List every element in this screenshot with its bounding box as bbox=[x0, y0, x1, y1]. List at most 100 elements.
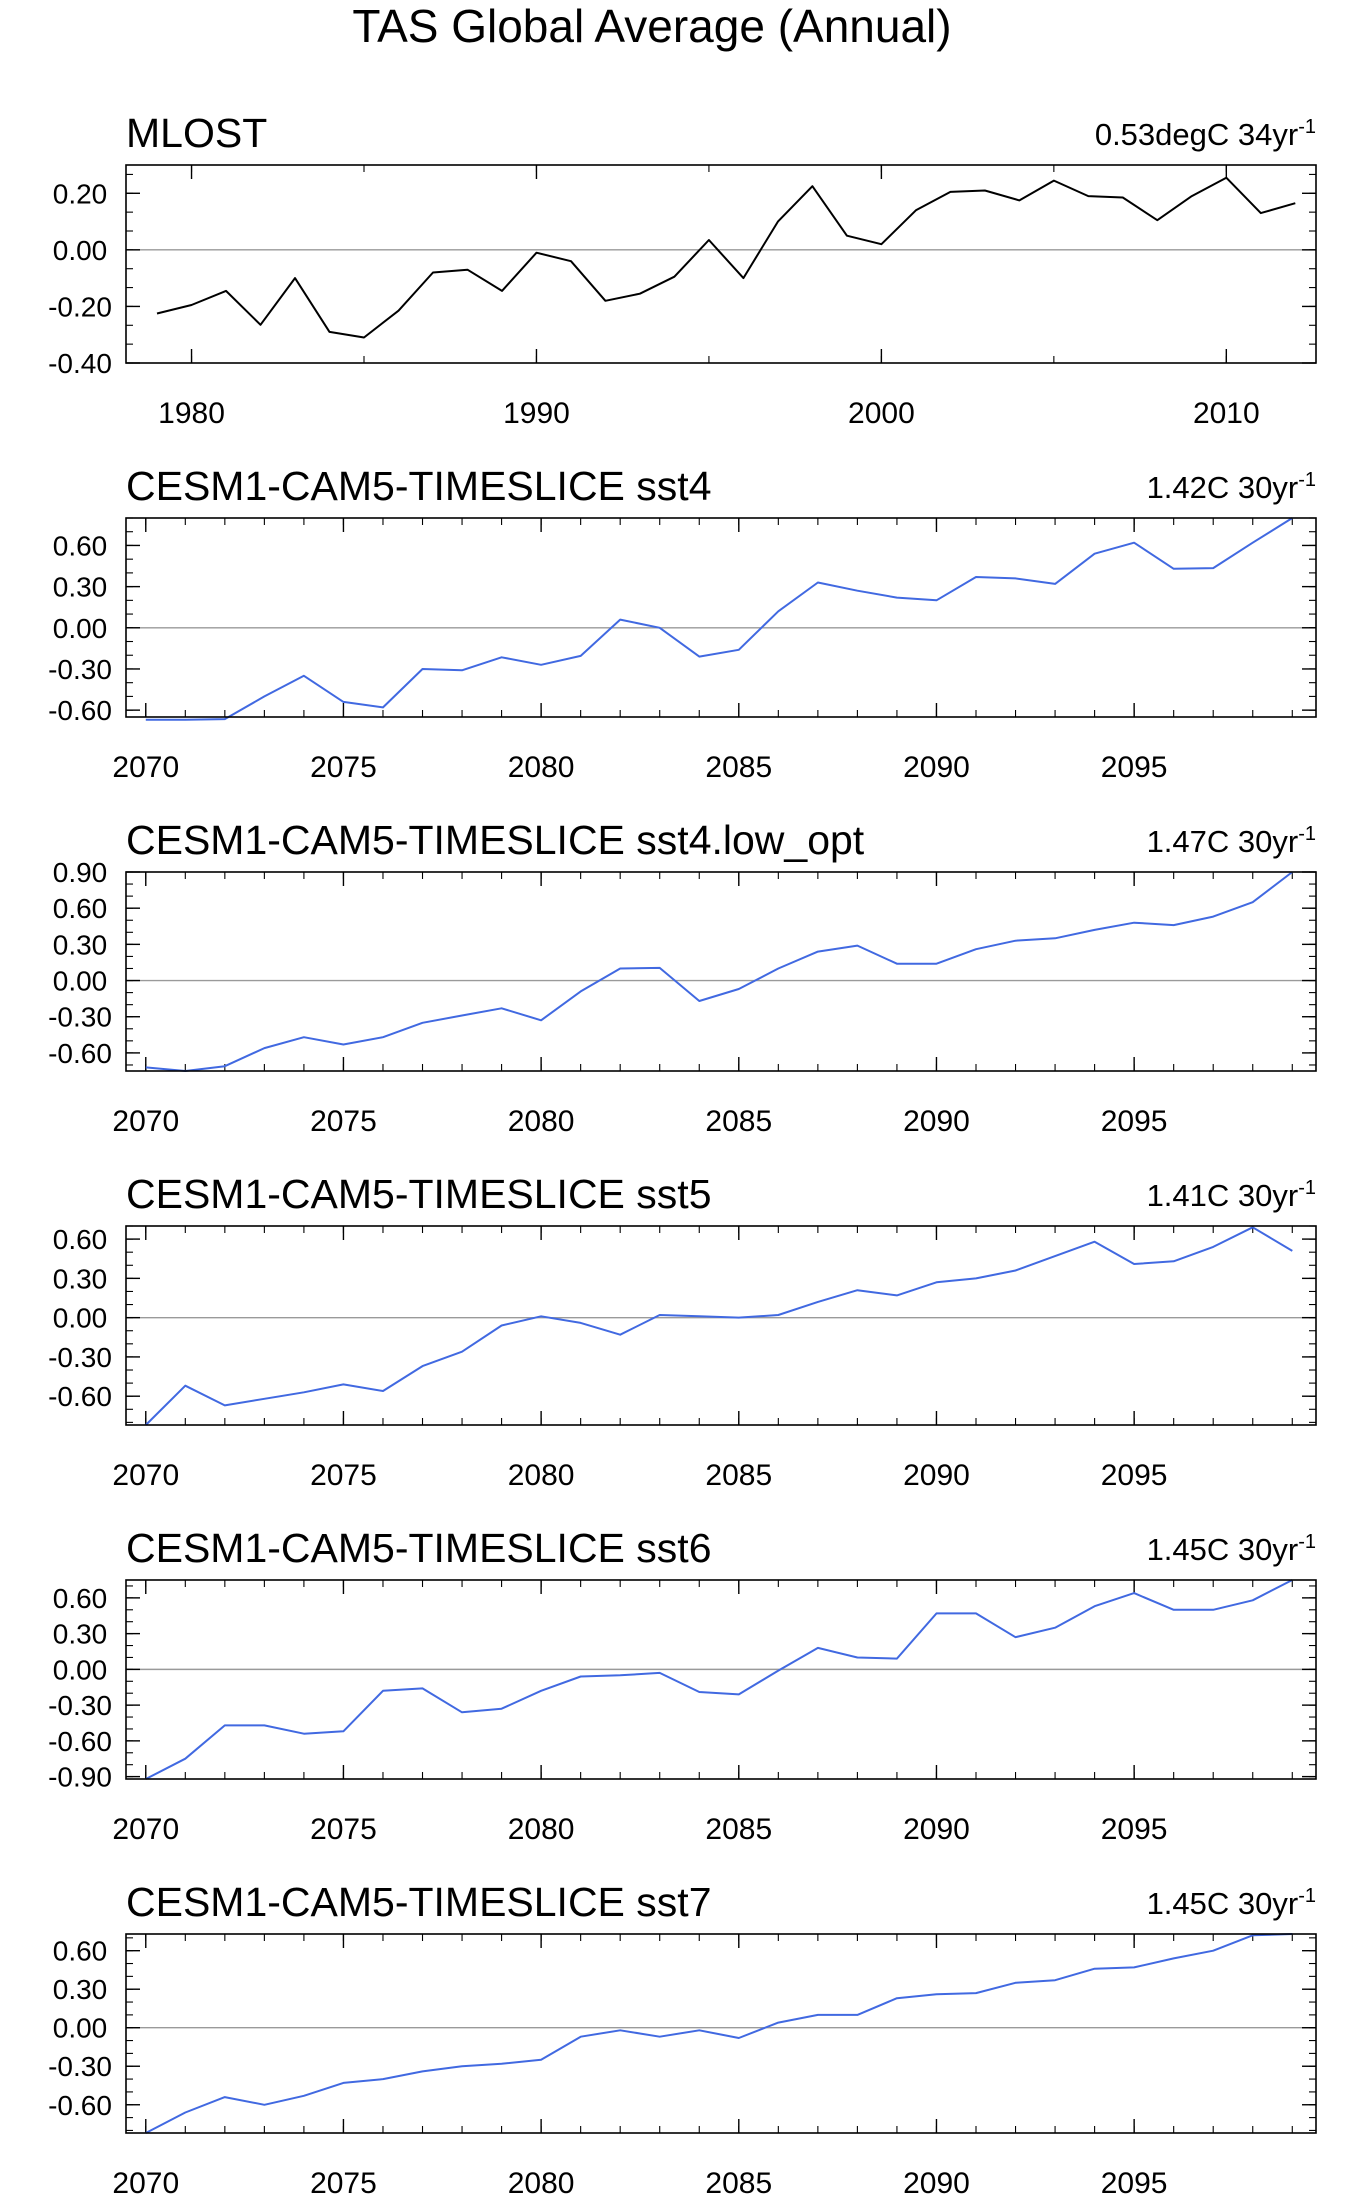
x-tick-label: 2095 bbox=[1101, 1459, 1168, 1492]
x-tick-label: 2095 bbox=[1101, 1105, 1168, 1138]
y-tick-label: 0.00 bbox=[53, 613, 108, 644]
x-tick-label: 2095 bbox=[1101, 751, 1168, 784]
x-tick-label: 1980 bbox=[158, 397, 225, 430]
y-tick-label: 0.30 bbox=[53, 1974, 108, 2005]
y-tick-label: 0.30 bbox=[53, 572, 108, 603]
trend-exponent: -1 bbox=[1298, 823, 1316, 845]
trend-exponent: -1 bbox=[1298, 1177, 1316, 1199]
panel-title: CESM1-CAM5-TIMESLICE sst4 bbox=[126, 463, 712, 509]
y-tick-label: 0.90 bbox=[53, 857, 108, 888]
series-line-sst5 bbox=[145, 1226, 1293, 1426]
y-tick-label: 0.00 bbox=[53, 1654, 108, 1685]
chart-panel-2: CESM1-CAM5-TIMESLICE sst4 1.42C 30yr-1 0.6… bbox=[48, 463, 1317, 784]
chart-panel-3: CESM1-CAM5-TIMESLICE sst4.low_opt 1.47C 3… bbox=[48, 817, 1317, 1138]
plot-frame bbox=[125, 1225, 1317, 1426]
y-tick-label: -0.90 bbox=[48, 1762, 112, 1793]
trend-annotation: 1.41C 30yr-1 bbox=[1147, 1177, 1316, 1213]
x-tick-label: 2090 bbox=[903, 1105, 970, 1138]
x-tick-label: 2085 bbox=[705, 1459, 772, 1492]
series-line-sst4-low-opt bbox=[145, 871, 1293, 1072]
trend-annotation: 1.42C 30yr-1 bbox=[1147, 469, 1316, 505]
y-tick-label: -0.60 bbox=[48, 1726, 112, 1757]
y-tick-label: -0.30 bbox=[48, 2051, 112, 2082]
plot-frame bbox=[125, 871, 1317, 1072]
x-tick-label: 2080 bbox=[508, 1105, 575, 1138]
panel-title: CESM1-CAM5-TIMESLICE sst7 bbox=[126, 1879, 712, 1925]
trend-value: 1.47C 30yr bbox=[1147, 824, 1299, 859]
series-line-sst4 bbox=[145, 517, 1293, 721]
chart-panel-6: CESM1-CAM5-TIMESLICE sst7 1.45C 30yr-1 0.6… bbox=[48, 1879, 1317, 2200]
y-tick-label: 0.60 bbox=[53, 530, 108, 561]
y-tick-label: -0.30 bbox=[48, 654, 112, 685]
trend-annotation: 1.45C 30yr-1 bbox=[1147, 1531, 1316, 1567]
panel-title: CESM1-CAM5-TIMESLICE sst6 bbox=[126, 1525, 712, 1571]
y-tick-label: -0.20 bbox=[48, 291, 112, 322]
y-tick-label: -0.30 bbox=[48, 1342, 112, 1373]
panel-title: CESM1-CAM5-TIMESLICE sst4.low_opt bbox=[126, 817, 865, 863]
x-tick-label: 2070 bbox=[112, 1105, 179, 1138]
trend-exponent: -1 bbox=[1298, 116, 1316, 138]
trend-exponent: -1 bbox=[1298, 1885, 1316, 1907]
y-tick-label: 0.20 bbox=[53, 178, 108, 209]
trend-value: 1.41C 30yr bbox=[1147, 1178, 1299, 1213]
y-tick-label: 0.00 bbox=[53, 2013, 108, 2044]
plot-frame bbox=[125, 1579, 1317, 1780]
x-tick-label: 2070 bbox=[112, 1459, 179, 1492]
x-tick-label: 2095 bbox=[1101, 2167, 1168, 2200]
x-tick-label: 2075 bbox=[310, 1105, 377, 1138]
x-tick-label: 2085 bbox=[705, 1813, 772, 1846]
y-tick-label: 0.60 bbox=[53, 1224, 108, 1255]
plot-frame bbox=[125, 164, 1317, 364]
x-tick-label: 2070 bbox=[112, 751, 179, 784]
trend-annotation: 1.45C 30yr-1 bbox=[1147, 1885, 1316, 1921]
x-tick-label: 2070 bbox=[112, 2167, 179, 2200]
chart-panel-1: MLOST 0.53degC 34yr-1 0.20 0.00 -0.20 -0.40 19… bbox=[48, 110, 1317, 430]
x-tick-label: 2085 bbox=[705, 751, 772, 784]
y-tick-label: 0.60 bbox=[53, 1583, 108, 1614]
trend-value: 1.45C 30yr bbox=[1147, 1532, 1299, 1567]
y-tick-label: 0.30 bbox=[53, 929, 108, 960]
y-tick-label: 0.60 bbox=[53, 1936, 108, 1967]
series-line-sst6 bbox=[145, 1579, 1293, 1780]
x-tick-label: 2085 bbox=[705, 1105, 772, 1138]
y-tick-label: -0.60 bbox=[48, 695, 112, 726]
x-tick-label: 2090 bbox=[903, 2167, 970, 2200]
y-tick-label: 0.00 bbox=[53, 966, 108, 997]
x-tick-label: 2075 bbox=[310, 2167, 377, 2200]
figure-title: TAS Global Average (Annual) bbox=[352, 0, 951, 52]
trend-annotation: 1.47C 30yr-1 bbox=[1147, 823, 1316, 859]
x-tick-label: 2090 bbox=[903, 751, 970, 784]
panel-title: MLOST bbox=[126, 110, 267, 156]
trend-value: 0.53degC 34yr bbox=[1095, 117, 1298, 152]
y-tick-label: -0.40 bbox=[48, 348, 112, 379]
x-tick-label: 2070 bbox=[112, 1813, 179, 1846]
chart-panel-5: CESM1-CAM5-TIMESLICE sst6 1.45C 30yr-1 0.6… bbox=[48, 1525, 1317, 1846]
trend-value: 1.45C 30yr bbox=[1147, 1886, 1299, 1921]
x-tick-label: 2080 bbox=[508, 2167, 575, 2200]
x-tick-label: 2090 bbox=[903, 1813, 970, 1846]
y-tick-label: -0.30 bbox=[48, 1690, 112, 1721]
y-tick-label: 0.30 bbox=[53, 1263, 108, 1294]
trend-value: 1.42C 30yr bbox=[1147, 470, 1299, 505]
x-tick-label: 2075 bbox=[310, 1813, 377, 1846]
series-line-sst7 bbox=[145, 1933, 1293, 2134]
y-tick-label: -0.60 bbox=[48, 2090, 112, 2121]
series-line-mlost bbox=[156, 176, 1296, 339]
x-tick-label: 2075 bbox=[310, 751, 377, 784]
chart-panel-4: CESM1-CAM5-TIMESLICE sst5 1.41C 30yr-1 0.6… bbox=[48, 1171, 1317, 1492]
x-tick-label: 2095 bbox=[1101, 1813, 1168, 1846]
plot-frame bbox=[125, 517, 1317, 718]
x-tick-label: 2090 bbox=[903, 1459, 970, 1492]
y-tick-label: -0.60 bbox=[48, 1038, 112, 1069]
x-tick-label: 1990 bbox=[503, 397, 570, 430]
x-tick-label: 2010 bbox=[1193, 397, 1260, 430]
x-tick-label: 2085 bbox=[705, 2167, 772, 2200]
panel-title: CESM1-CAM5-TIMESLICE sst5 bbox=[126, 1171, 712, 1217]
y-tick-label: 0.30 bbox=[53, 1619, 108, 1650]
x-tick-label: 2080 bbox=[508, 1459, 575, 1492]
y-tick-label: -0.60 bbox=[48, 1381, 112, 1412]
x-tick-label: 2075 bbox=[310, 1459, 377, 1492]
x-tick-label: 2000 bbox=[848, 397, 915, 430]
trend-annotation: 0.53degC 34yr-1 bbox=[1095, 116, 1316, 152]
